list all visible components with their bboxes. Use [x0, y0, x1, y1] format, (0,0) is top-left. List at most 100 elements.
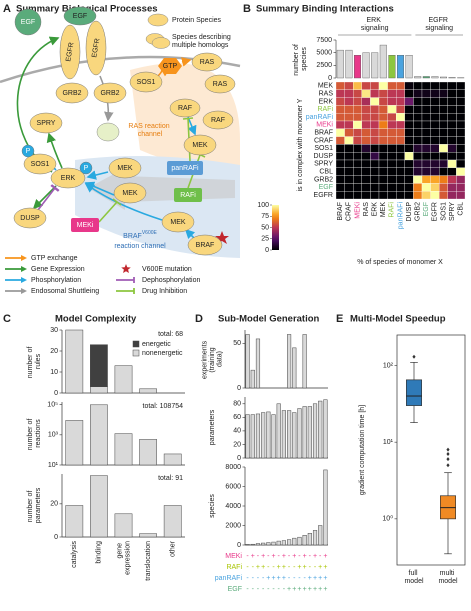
heatmap-cell — [335, 175, 345, 184]
heatmap-cell — [370, 120, 380, 129]
heatmap-cell — [370, 159, 380, 168]
heatmap-cell — [396, 175, 405, 184]
heatmap-cell — [378, 128, 388, 137]
condition-symbol: + — [313, 586, 317, 593]
y-tick-label: 10¹ — [48, 462, 59, 469]
bar — [114, 513, 133, 538]
row-label: CRAF — [314, 137, 333, 144]
bar — [114, 433, 133, 466]
legend-label: Gene Expression — [31, 266, 85, 273]
node-label: panRAFi — [171, 165, 199, 172]
heatmap-cell — [344, 89, 354, 98]
heatmap-cell — [396, 97, 405, 106]
bar — [90, 404, 108, 466]
heatmap-cell — [456, 152, 466, 161]
heatmap-cell — [413, 183, 423, 192]
bar — [90, 475, 108, 538]
heatmap-cell — [404, 183, 414, 192]
channel-label: reaction channel — [114, 243, 166, 250]
heatmap-cell — [396, 152, 405, 161]
heatmap-cell — [361, 167, 371, 176]
condition-symbol: + — [287, 586, 291, 593]
bar — [292, 537, 297, 546]
heatmap-cell — [430, 175, 440, 184]
node-label: SPRY — [37, 120, 56, 127]
panel-letter: C — [3, 313, 11, 325]
y-tick-label: 2000 — [225, 522, 241, 529]
heatmap-cell — [378, 97, 388, 106]
heatmap-cell — [396, 128, 405, 137]
bar — [245, 544, 250, 546]
heatmap-cell — [387, 159, 397, 168]
bar — [255, 413, 261, 459]
condition-symbol: + — [277, 575, 281, 582]
bar — [292, 412, 297, 459]
bar — [276, 540, 281, 546]
group-label: ERK signaling — [361, 17, 389, 32]
heatmap-cell — [430, 152, 440, 161]
bar — [292, 347, 297, 389]
bar — [354, 55, 362, 79]
legend-icon — [151, 37, 171, 49]
node-label: MEK — [192, 142, 208, 149]
heatmap-cell — [387, 152, 397, 161]
heatmap-cell — [430, 167, 440, 176]
heatmap-cell — [353, 167, 362, 176]
condition-symbol: + — [323, 575, 327, 582]
heatmap-cell — [335, 113, 345, 122]
heatmap-cell — [447, 81, 457, 90]
heatmap-cell — [404, 81, 414, 90]
node-shape — [113, 182, 147, 204]
heatmap-cell — [447, 97, 457, 106]
heatmap-cell — [396, 191, 405, 200]
x-tick-label: catalysis — [71, 541, 78, 568]
column-label: panRAFi — [397, 202, 404, 230]
heatmap-cell — [353, 144, 362, 153]
condition-label: panRAFi — [215, 575, 243, 582]
heatmap-cell — [396, 144, 405, 153]
heatmap-cell — [335, 128, 345, 137]
panel-title: Model Complexity — [55, 314, 137, 325]
condition-symbol: + — [323, 586, 327, 593]
y-tick-label: 20 — [50, 501, 58, 508]
condition-symbol: + — [256, 564, 260, 571]
heatmap-cell — [378, 136, 388, 145]
bar — [287, 539, 292, 546]
heatmap-cell — [430, 183, 440, 192]
node-label: RAFi — [180, 192, 196, 199]
node-label: MEK — [170, 219, 186, 226]
y-tick-label: 10¹ — [383, 439, 394, 446]
heatmap-cell — [344, 144, 354, 153]
outlier — [446, 452, 450, 457]
heatmap-cell — [335, 136, 345, 145]
condition-symbol: - — [272, 564, 275, 571]
column-label: CRAF — [346, 202, 353, 221]
legend-label: Protein Species — [172, 17, 222, 24]
heatmap-cell — [335, 152, 345, 161]
heatmap-cell — [387, 136, 397, 145]
bar — [255, 338, 261, 389]
channel-label: RAS reaction channel — [128, 123, 171, 138]
condition-symbol: - — [262, 586, 265, 593]
condition-symbol: - — [246, 553, 249, 560]
y-tick-label: 0 — [237, 385, 241, 392]
heatmap-cell — [413, 81, 423, 90]
condition-symbol: + — [271, 553, 275, 560]
legend-icon — [147, 13, 169, 27]
node-label: MEK — [122, 190, 138, 197]
y-axis-label: experiments (training data) — [201, 339, 223, 379]
outlier — [412, 354, 416, 359]
heatmap-cell — [447, 89, 457, 98]
condition-symbol: + — [292, 586, 296, 593]
y-tick-label: 0 — [328, 75, 332, 82]
heatmap-cell — [447, 105, 457, 114]
heatmap-cell — [413, 175, 423, 184]
heatmap-cell — [378, 105, 388, 114]
condition-symbol: - — [257, 553, 260, 560]
heatmap-cell — [353, 81, 362, 90]
heatmap-cell — [387, 81, 397, 90]
condition-symbol: - — [278, 553, 281, 560]
heatmap-cell — [430, 136, 440, 145]
heatmap-cell — [404, 105, 414, 114]
condition-symbol: - — [293, 575, 296, 582]
